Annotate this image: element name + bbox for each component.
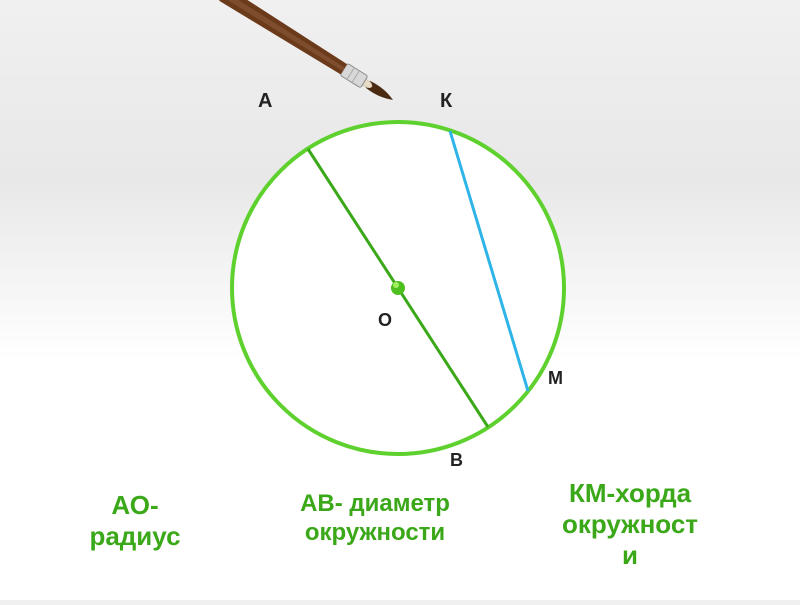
label-m: М xyxy=(548,368,563,389)
caption-radius-line2: радиус xyxy=(89,521,180,551)
label-o: О xyxy=(378,310,392,331)
geometry-diagram: А К О М В АО- радиус АВ- диаметр окружно… xyxy=(0,0,800,600)
paintbrush-icon xyxy=(219,0,397,107)
caption-chord-line1: КМ-хорда xyxy=(569,478,691,508)
label-k: К xyxy=(440,90,452,113)
caption-radius-line1: АО- xyxy=(111,490,158,520)
center-point-highlight xyxy=(393,282,399,288)
label-a: А xyxy=(258,90,272,113)
caption-chord-line3: и xyxy=(622,540,638,570)
caption-radius: АО- радиус xyxy=(60,490,210,552)
caption-diameter-line2: окружности xyxy=(305,519,445,546)
caption-diameter: АВ- диаметр окружности xyxy=(260,490,490,548)
label-b: В xyxy=(450,450,463,471)
caption-diameter-line1: АВ- диаметр xyxy=(300,490,450,517)
caption-chord: КМ-хорда окружност и xyxy=(520,478,740,572)
caption-chord-line2: окружност xyxy=(562,509,698,539)
